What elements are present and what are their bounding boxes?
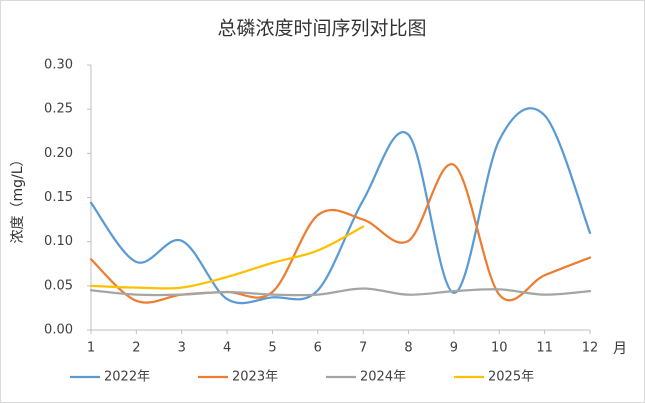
x-tick-label: 10	[491, 341, 508, 356]
x-tick-label: 12	[582, 341, 599, 356]
x-tick-label: 6	[314, 341, 322, 356]
x-tick-label: 7	[359, 341, 367, 356]
legend-label: 2024年	[360, 370, 406, 385]
legend-label: 2023年	[232, 370, 278, 385]
y-axis-label: 浓度（mg/L）	[10, 152, 26, 243]
x-axis-label: 月	[613, 341, 627, 357]
y-tick-label: 0.25	[44, 102, 73, 117]
legend-label: 2025年	[488, 370, 534, 385]
x-tick-label: 5	[268, 341, 276, 356]
y-tick-label: 0.10	[44, 234, 73, 249]
legend-label: 2022年	[104, 370, 150, 385]
x-tick-label: 3	[178, 341, 186, 356]
y-tick-label: 0.15	[44, 190, 73, 205]
x-tick-label: 4	[223, 341, 231, 356]
y-tick-label: 0.05	[44, 278, 73, 293]
series-line	[89, 287, 592, 297]
series-line	[89, 107, 592, 305]
x-tick-label: 9	[450, 341, 458, 356]
chart-title: 总磷浓度时间序列对比图	[217, 18, 426, 40]
x-tick-label: 1	[87, 341, 95, 356]
y-tick-label: 0.20	[44, 146, 73, 161]
x-tick-label: 8	[404, 341, 412, 356]
x-tick-label: 11	[536, 341, 553, 356]
y-tick-label: 0.30	[44, 58, 73, 73]
y-tick-label: 0.00	[44, 323, 73, 338]
x-tick-label: 2	[132, 341, 140, 356]
series-line	[89, 225, 365, 290]
